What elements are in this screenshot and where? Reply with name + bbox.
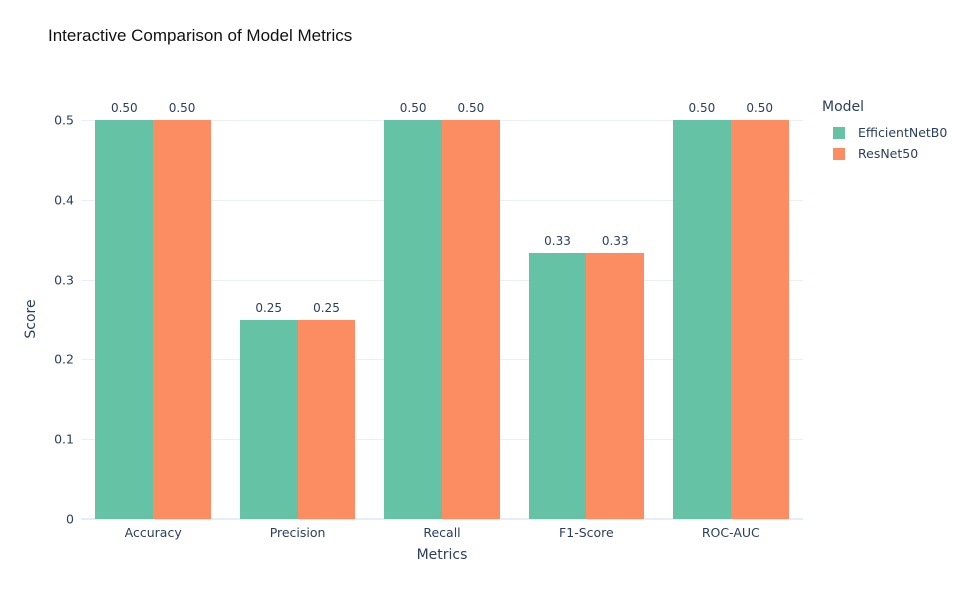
y-tick-label-0.2: 0.2 (54, 351, 74, 367)
zero-line (81, 518, 803, 520)
x-axis-title: Metrics (416, 547, 468, 563)
legend-item-efficientnetb0[interactable]: EfficientNetB0 (822, 122, 947, 143)
bar-efficientnetb0-recall[interactable] (384, 120, 442, 519)
bar-resnet50-f1-score[interactable] (586, 253, 645, 519)
legend-label-resnet50: ResNet50 (858, 146, 919, 161)
y-tick-label-0.3: 0.3 (54, 272, 74, 288)
bar-value-label: 0.50 (746, 101, 774, 115)
bar-efficientnetb0-f1-score[interactable] (528, 253, 587, 519)
legend-title: Model (822, 99, 865, 115)
bar-value-label: 0.33 (544, 234, 571, 249)
plot-area[interactable]: 0.50 0.50 0.25 0.25 0.50 0.50 0.33 0.33 0.50 0.50 (81, 101, 803, 520)
y-tick-label-0.4: 0.4 (54, 192, 74, 208)
y-axis-tick-labels: 0 0.1 0.2 0.3 0.4 0.5 (0, 113, 74, 527)
bar-value-label: 0.50 (688, 101, 716, 115)
bar-efficientnetb0-precision[interactable] (239, 319, 298, 519)
legend-label-efficientnetb0: EfficientNetB0 (858, 125, 948, 140)
bar-resnet50-roc-auc[interactable] (730, 120, 789, 519)
x-tick-label-recall: Recall (423, 525, 461, 540)
bar-efficientnetb0-roc-auc[interactable] (673, 120, 731, 519)
x-tick-label-accuracy: Accuracy (124, 525, 182, 540)
bar-value-label: 0.33 (601, 234, 629, 249)
y-tick-label-0.5: 0.5 (54, 112, 74, 128)
legend-swatch-resnet50 (833, 147, 845, 160)
chart-title: Interactive Comparison of Model Metrics (48, 26, 353, 45)
bar-value-label: 0.25 (255, 300, 283, 315)
y-tick-label-0.1: 0.1 (54, 431, 74, 447)
bar-value-label: 0.50 (110, 101, 138, 115)
bar-resnet50-precision[interactable] (297, 319, 356, 519)
x-tick-label-precision: Precision (269, 525, 326, 540)
x-axis-tick-labels: Accuracy Precision Recall F1-Score ROC-AUC (81, 525, 803, 541)
bar-resnet50-recall[interactable] (442, 120, 500, 519)
y-tick-label-0: 0 (66, 511, 74, 527)
bar-efficientnetb0-accuracy[interactable] (95, 120, 154, 519)
bar-value-label: 0.25 (313, 300, 340, 315)
x-tick-label-f1-score: F1-Score (559, 525, 614, 540)
legend-swatch-efficientnetb0 (833, 126, 845, 139)
bar-value-label: 0.50 (457, 101, 485, 115)
legend: Model EfficientNetB0 ResNet50 (822, 99, 947, 164)
legend-item-resnet50[interactable]: ResNet50 (822, 143, 947, 164)
bar-resnet50-accuracy[interactable] (153, 120, 211, 519)
bar-value-label: 0.50 (399, 101, 427, 115)
x-tick-label-roc-auc: ROC-AUC (701, 525, 760, 540)
bar-value-label: 0.50 (168, 101, 196, 115)
